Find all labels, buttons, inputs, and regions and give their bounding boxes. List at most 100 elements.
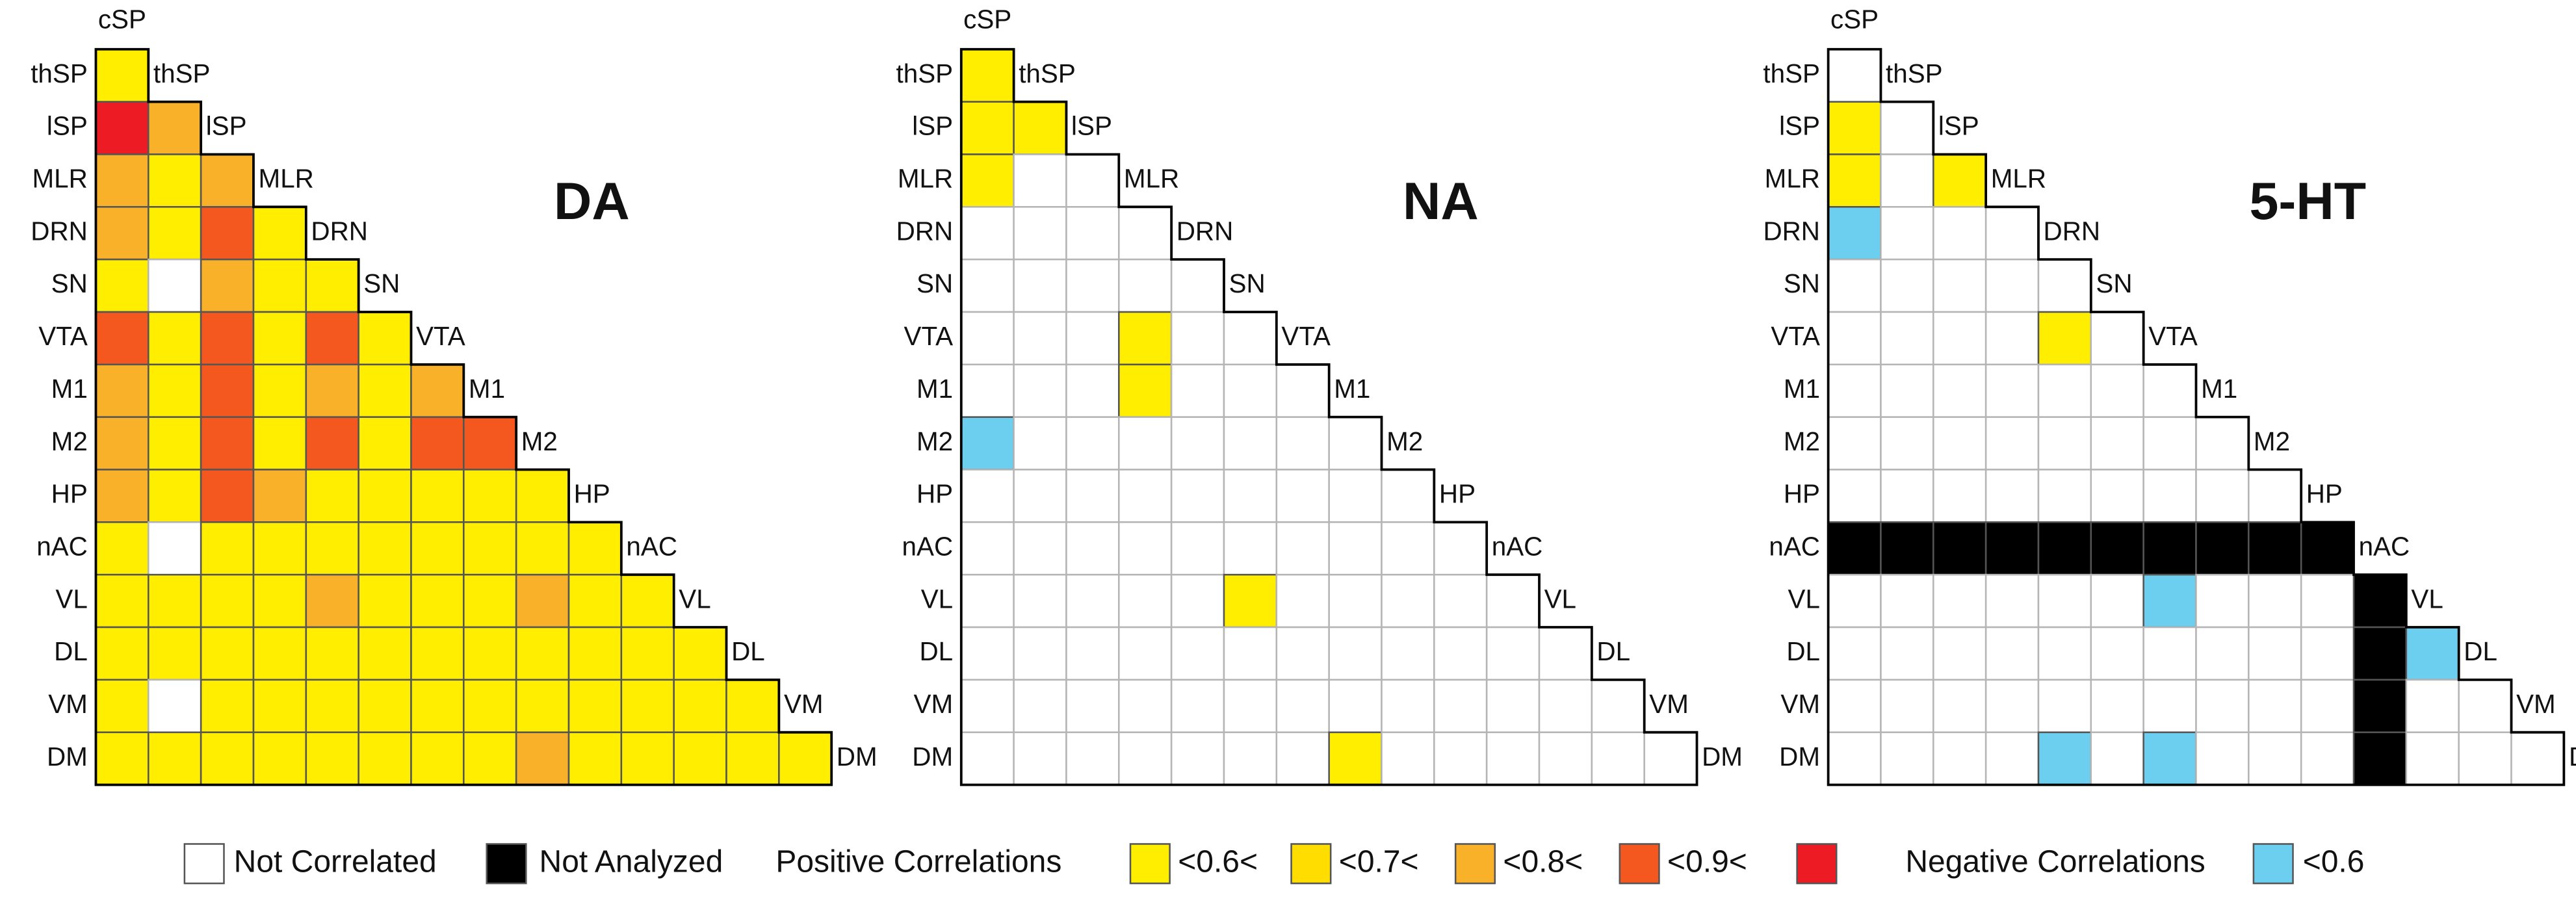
cell (515, 679, 570, 733)
cell (1223, 731, 1278, 786)
cell (515, 521, 570, 576)
cell (1065, 626, 1120, 681)
cell (410, 679, 465, 733)
cell (358, 626, 412, 681)
cell (2458, 731, 2512, 786)
cell (1880, 153, 1934, 208)
cell (1984, 311, 2040, 366)
cell (1932, 206, 1987, 261)
column-label: cSP (963, 5, 1011, 34)
cell (1118, 573, 1173, 629)
cell (567, 573, 623, 629)
panel-title: NA (1403, 172, 1479, 231)
row-label: MLR (898, 164, 953, 194)
row-label: VL (921, 584, 953, 614)
diagonal-label: HP (1439, 479, 1476, 509)
cell (1381, 731, 1435, 786)
cell (515, 626, 570, 681)
cell (960, 679, 1015, 733)
cell (1065, 363, 1120, 418)
cell (305, 258, 359, 313)
diagonal-label: VTA (1281, 321, 1331, 351)
cell (95, 363, 150, 418)
cell (463, 416, 517, 471)
legend-swatch (2252, 843, 2294, 885)
cell (1827, 469, 1882, 523)
diagonal-label: DRN (1177, 216, 1234, 246)
cell (1013, 626, 1067, 681)
cell (2195, 469, 2250, 523)
cell (1065, 521, 1120, 576)
row-label: VTA (38, 321, 88, 351)
cell (2090, 521, 2144, 576)
cell (2248, 679, 2302, 733)
diagonal-label: M2 (1386, 426, 1423, 456)
cell (1381, 521, 1435, 576)
cell (95, 101, 150, 155)
cell (960, 153, 1015, 208)
cell (2352, 731, 2408, 786)
cell (2195, 731, 2250, 786)
cell (1932, 573, 1987, 629)
cell (1013, 731, 1067, 786)
cell (200, 521, 255, 576)
legend-swatch (1129, 843, 1171, 885)
cell (95, 573, 150, 629)
row-label: M2 (51, 426, 88, 456)
cell (1932, 626, 1987, 681)
row-label: HP (51, 479, 88, 509)
cell (515, 731, 570, 786)
row-label: lSP (1779, 111, 1820, 141)
cell (2037, 363, 2092, 418)
cell (2090, 731, 2144, 786)
cell (1223, 416, 1278, 471)
diagonal-label: VM (784, 689, 824, 719)
row-label: M2 (917, 426, 953, 456)
cell (200, 731, 255, 786)
cell (1223, 469, 1278, 523)
cell (1591, 679, 1645, 733)
cell (305, 311, 359, 366)
cell (2037, 521, 2092, 576)
row-label: VL (55, 584, 87, 614)
cell (358, 521, 412, 576)
cell (2248, 573, 2302, 629)
cell (1118, 206, 1173, 261)
cell (2405, 626, 2460, 681)
cell (1984, 206, 2040, 261)
legend-swatch (1619, 843, 1660, 885)
cell (358, 573, 412, 629)
cell (148, 206, 202, 261)
cell (1328, 731, 1383, 786)
cell (2300, 521, 2355, 576)
row-label: HP (917, 479, 953, 509)
row-label: thSP (1763, 58, 1820, 88)
row-label: SN (917, 268, 953, 298)
row-label: VTA (904, 321, 954, 351)
legend-label: <0.6< (1178, 844, 1258, 879)
cell (1275, 679, 1330, 733)
row-label: lSP (47, 111, 88, 141)
cell (252, 679, 307, 733)
cell (1170, 679, 1225, 733)
cell (2248, 626, 2302, 681)
cell (1170, 469, 1225, 523)
cell (620, 731, 675, 786)
diagonal-label: thSP (1886, 58, 1943, 88)
cell (1223, 311, 1278, 366)
cell (1433, 626, 1488, 681)
cell (148, 363, 202, 418)
cell (1223, 573, 1278, 629)
cell (567, 626, 623, 681)
cell (1827, 153, 1882, 208)
cell (1932, 258, 1987, 313)
row-label: MLR (1765, 164, 1820, 194)
cell (960, 469, 1015, 523)
cell (620, 626, 675, 681)
cell (1880, 469, 1934, 523)
cell (960, 363, 1015, 418)
cell (1170, 521, 1225, 576)
cell (2142, 679, 2197, 733)
cell (1880, 626, 1934, 681)
cell (1880, 258, 1934, 313)
